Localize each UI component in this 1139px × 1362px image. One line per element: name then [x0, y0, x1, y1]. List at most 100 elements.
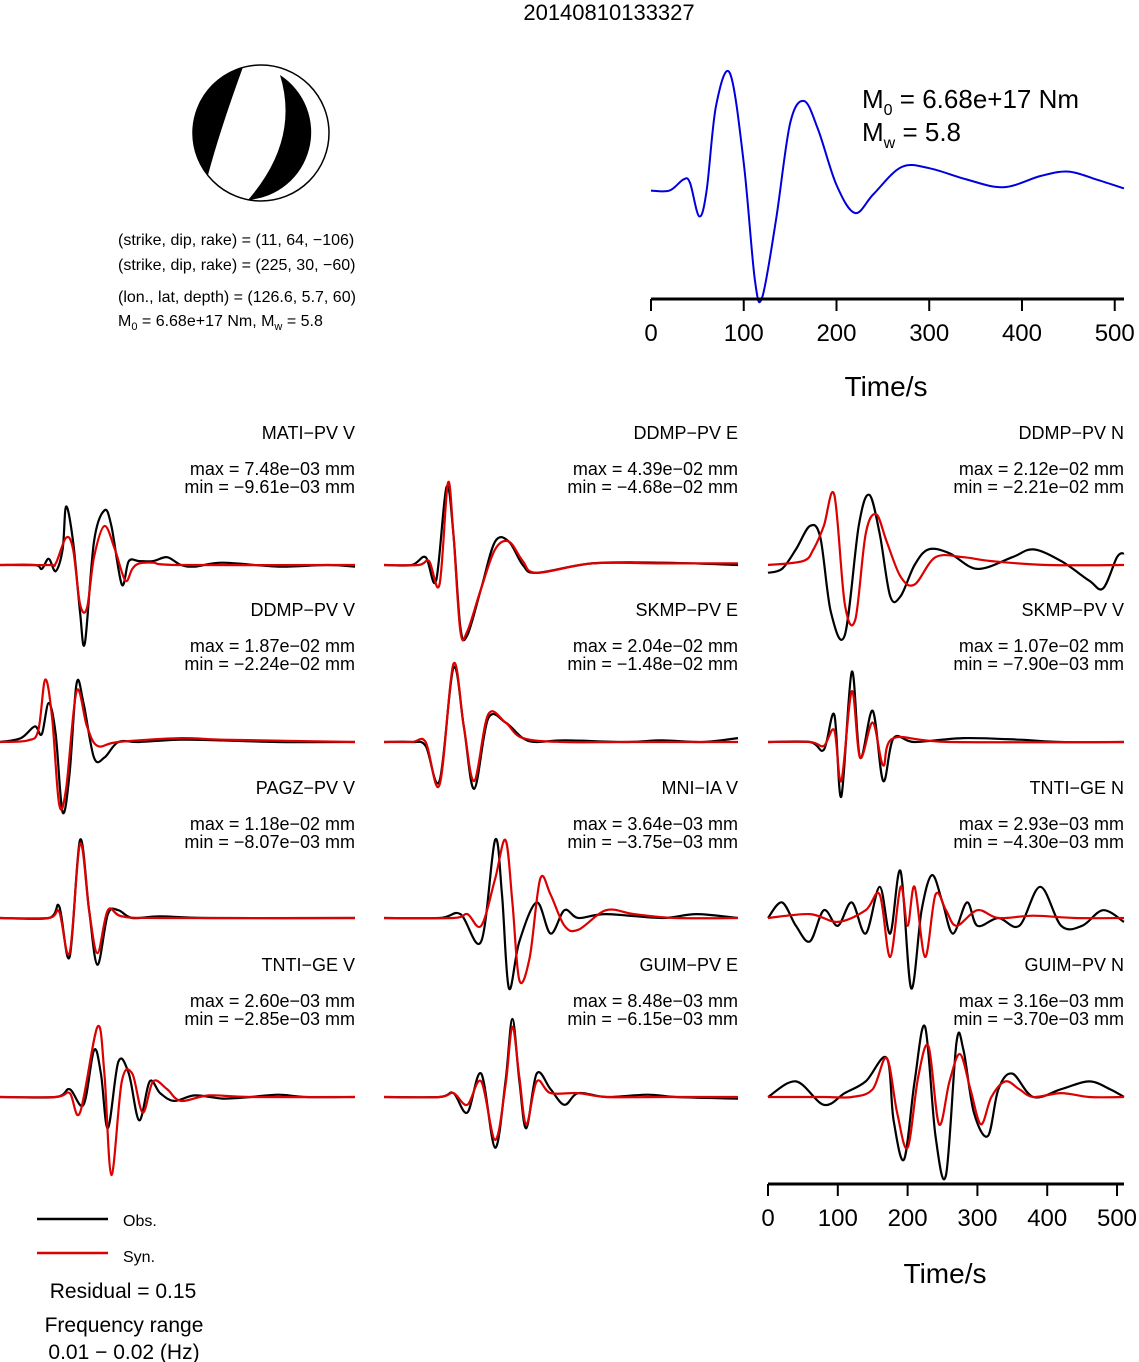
max-label: max = 2.60e−03 mm [190, 991, 355, 1011]
max-label: max = 3.64e−03 mm [573, 814, 738, 834]
location-label: (lon., lat, depth) = (126.6, 5.7, 60) [118, 289, 356, 306]
legend: Obs. Syn. Residual = 0.15 Frequency rang… [37, 1213, 203, 1362]
legend-syn-label: Syn. [123, 1249, 155, 1266]
observed-trace [0, 1048, 356, 1130]
max-label: max = 7.48e−03 mm [190, 459, 355, 479]
min-label: min = −3.75e−03 mm [567, 832, 738, 852]
beachball-compression-west [193, 67, 243, 175]
station-label: DDMP−PV V [250, 600, 355, 620]
stf-mw-label: Mw = 5.8 [862, 117, 961, 152]
stf-tick-label: 0 [644, 320, 657, 347]
plane1-label: (strike, dip, rake) = (11, 64, −106) [118, 232, 354, 249]
max-label: max = 2.93e−03 mm [959, 814, 1124, 834]
station-label: MNI−IA V [661, 778, 738, 798]
station-label: GUIM−PV E [639, 955, 738, 975]
min-label: min = −2.85e−03 mm [184, 1009, 355, 1029]
synthetic-trace [383, 838, 739, 985]
waveform-time-axis: 0 100 200 300 400 500 [761, 1182, 1137, 1232]
stf-tick-label: 500 [1095, 320, 1135, 347]
synthetic-trace [767, 490, 1125, 627]
station-label: MATI−PV V [262, 423, 355, 443]
station-label: TNTI−GE V [261, 955, 355, 975]
stf-tick-label: 400 [1002, 320, 1042, 347]
freq-value: 0.01 − 0.02 (Hz) [48, 1341, 199, 1362]
freq-title: Frequency range [45, 1314, 204, 1337]
min-label: min = −4.68e−02 mm [567, 477, 738, 497]
synthetic-trace [768, 1043, 1125, 1150]
observed-trace [0, 678, 356, 815]
min-label: min = −6.15e−03 mm [567, 1009, 738, 1029]
max-label: max = 1.07e−02 mm [959, 636, 1124, 656]
legend-obs-label: Obs. [123, 1213, 157, 1230]
stf-panel [650, 69, 1125, 304]
synthetic-trace [0, 1024, 356, 1177]
observed-trace [767, 670, 1125, 798]
plane2-label: (strike, dip, rake) = (225, 30, −60) [118, 257, 355, 274]
stf-tick-label: 100 [724, 320, 764, 347]
waveform-tick-label: 0 [761, 1205, 774, 1232]
synthetic-trace [383, 480, 738, 642]
station-label: DDMP−PV E [633, 423, 738, 443]
max-label: max = 3.16e−03 mm [959, 991, 1124, 1011]
observed-trace [383, 837, 739, 991]
waveform-tick-label: 500 [1097, 1205, 1137, 1232]
stf-tick-label: 300 [909, 320, 949, 347]
station-label: GUIM−PV N [1024, 955, 1124, 975]
synthetic-trace [383, 1025, 738, 1142]
max-label: max = 1.18e−02 mm [190, 814, 355, 834]
min-label: min = −7.90e−03 mm [953, 654, 1124, 674]
observed-trace [383, 1017, 739, 1149]
max-label: max = 8.48e−03 mm [573, 991, 738, 1011]
observed-trace [0, 505, 356, 647]
min-label: min = −1.48e−02 mm [567, 654, 738, 674]
stf-line [650, 69, 1125, 304]
synthetic-trace [0, 524, 356, 614]
station-label: TNTI−GE N [1029, 778, 1124, 798]
waveform-xlabel: Time/s [904, 1258, 987, 1289]
synthetic-trace [767, 885, 1125, 959]
synthetic-trace [0, 678, 356, 811]
max-label: max = 1.87e−02 mm [190, 636, 355, 656]
observed-trace [0, 838, 356, 966]
residual-label: Residual = 0.15 [50, 1280, 197, 1303]
min-label: min = −9.61e−03 mm [184, 477, 355, 497]
synthetic-trace [383, 661, 738, 789]
waveform-tick-label: 200 [888, 1205, 928, 1232]
stf-time-axis: 0 100 200 300 400 500 [644, 297, 1135, 347]
max-label: max = 4.39e−02 mm [573, 459, 738, 479]
min-label: min = −2.24e−02 mm [184, 654, 355, 674]
waveform-tick-label: 400 [1027, 1205, 1067, 1232]
min-label: min = −8.07e−03 mm [184, 832, 355, 852]
station-label: DDMP−PV N [1018, 423, 1124, 443]
stf-xlabel: Time/s [845, 371, 928, 402]
synthetic-trace [767, 690, 1125, 783]
station-label: SKMP−PV V [1021, 600, 1124, 620]
station-label: SKMP−PV E [635, 600, 738, 620]
beachball-compression-east [248, 75, 312, 200]
stf-m0-label: M0 = 6.68e+17 Nm [862, 84, 1079, 119]
min-label: min = −2.21e−02 mm [953, 477, 1124, 497]
max-label: max = 2.12e−02 mm [959, 459, 1124, 479]
min-label: min = −3.70e−03 mm [953, 1009, 1124, 1029]
stf-tick-label: 200 [816, 320, 856, 347]
station-label: PAGZ−PV V [256, 778, 355, 798]
observed-trace [767, 869, 1125, 990]
synthetic-trace [0, 842, 356, 956]
waveform-tick-label: 300 [957, 1205, 997, 1232]
moment-label: M0 = 6.68e+17 Nm, Mw = 5.8 [118, 313, 323, 333]
min-label: min = −4.30e−03 mm [953, 832, 1124, 852]
observed-trace [383, 665, 739, 790]
